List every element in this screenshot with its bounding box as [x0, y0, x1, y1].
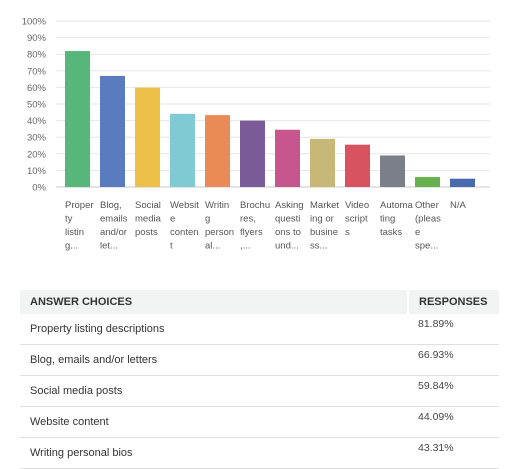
bar: [380, 155, 405, 187]
answer-choice-cell: Writing personal bios: [20, 437, 408, 469]
x-category-label: Asking questi ons to und...: [275, 200, 304, 252]
answer-choice-cell: Social media posts: [20, 375, 408, 407]
y-tick-label: 80%: [27, 50, 47, 61]
bar-chart: 100% 90% 80% 70% 60% 50% 40% 30% 20% 10% 0% Proper…: [22, 17, 490, 252]
x-axis-category-labels: Proper ty listin g...Blog, emails and/or let..…: [65, 200, 467, 252]
x-category-label: Proper ty listin g...: [65, 200, 94, 252]
bar: [450, 178, 475, 187]
table-header-row: ANSWER CHOICES RESPONSES: [20, 290, 499, 314]
x-category-label: Video script s: [345, 200, 369, 238]
x-category-label: Blog, emails and/or let...: [100, 200, 128, 252]
y-tick-label: 100%: [22, 17, 47, 28]
y-tick-label: 20%: [27, 149, 47, 160]
y-tick-label: 10%: [27, 166, 47, 177]
response-cell: 59.84%: [408, 375, 499, 407]
response-cell: 43.31%: [408, 437, 499, 469]
table-row: Website content 44.09%: [20, 406, 499, 438]
y-tick-label: 30%: [27, 133, 47, 144]
answer-choice-cell: Blog, emails and/or letters: [20, 344, 408, 376]
x-category-label: Other (pleas e spe...: [415, 200, 441, 252]
grid-lines: [56, 20, 490, 188]
bar: [345, 144, 370, 187]
y-tick-label: 40%: [27, 116, 47, 127]
response-cell: 66.93%: [408, 344, 499, 376]
bar: [415, 177, 440, 187]
answer-choices-header: ANSWER CHOICES: [20, 290, 408, 314]
y-tick-label: 90%: [27, 33, 47, 44]
bar: [275, 129, 300, 187]
answer-choices-table: ANSWER CHOICES RESPONSES Property listin…: [20, 290, 499, 469]
bar: [100, 75, 125, 187]
bar: [310, 138, 335, 187]
bars: [65, 51, 475, 188]
x-category-label: Social media posts: [135, 200, 162, 238]
table-row: Social media posts 59.84%: [20, 375, 499, 407]
x-category-label: N/A: [450, 200, 467, 211]
responses-header: RESPONSES: [407, 290, 499, 314]
answer-choice-cell: Website content: [20, 406, 408, 438]
x-category-label: Websit e conten t: [170, 200, 199, 252]
bar: [65, 51, 90, 188]
response-cell: 44.09%: [408, 406, 499, 438]
y-tick-label: 60%: [27, 83, 47, 94]
x-category-label: Market ing or busine ss...: [310, 200, 339, 252]
y-axis-tick-labels: 100% 90% 80% 70% 60% 50% 40% 30% 20% 10% 0%: [22, 17, 47, 194]
table-row: Writing personal bios 43.31%: [20, 437, 499, 469]
y-tick-label: 0%: [32, 183, 46, 194]
x-category-label: Automa ting tasks: [380, 200, 413, 238]
table-row: Property listing descriptions 81.89%: [20, 314, 499, 345]
x-category-label: Brochu res, flyers,...: [240, 200, 270, 252]
answer-choice-cell: Property listing descriptions: [20, 314, 408, 345]
table-row: Blog, emails and/or letters 66.93%: [20, 344, 499, 376]
y-tick-label: 70%: [27, 66, 47, 77]
response-cell: 81.89%: [408, 314, 499, 345]
bar: [135, 87, 160, 187]
y-tick-label: 50%: [27, 100, 47, 111]
bar: [170, 113, 195, 187]
bar: [240, 120, 265, 187]
bar: [205, 115, 230, 187]
x-category-label: Writin g person al...: [205, 200, 234, 252]
